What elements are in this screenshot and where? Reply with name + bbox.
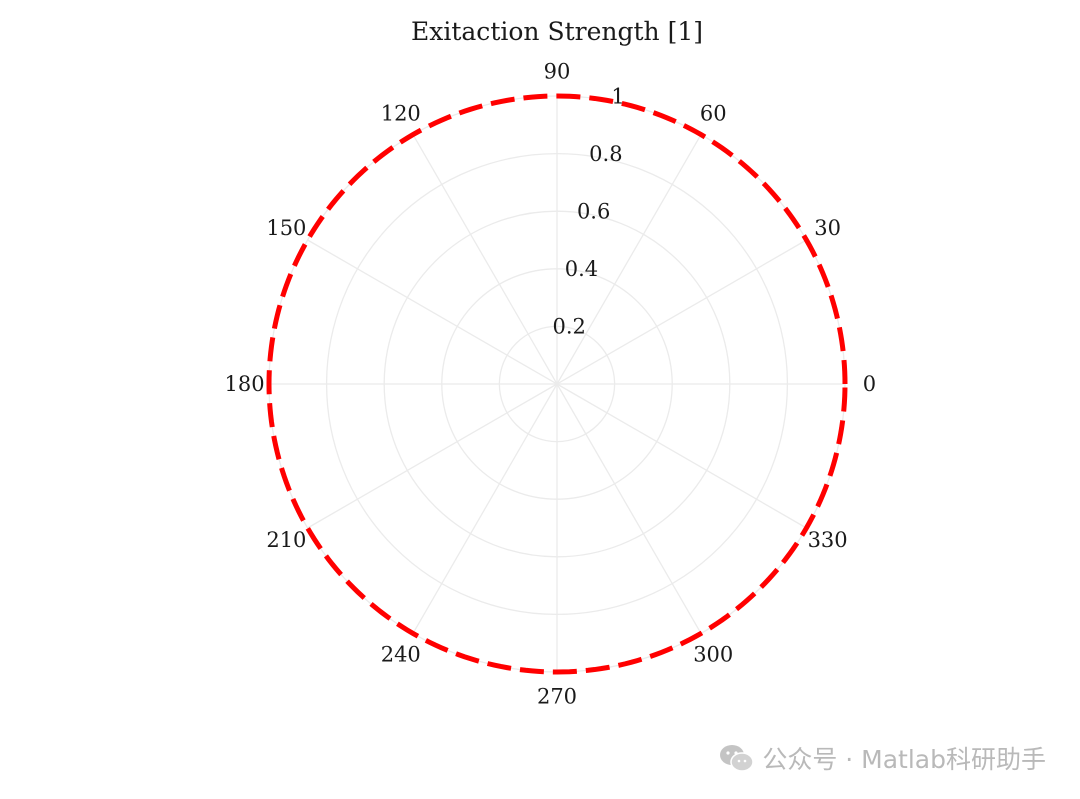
r-tick-labels: 0.2 0.4 0.6 0.8 1 <box>553 85 625 339</box>
theta-tick-label: 210 <box>266 528 306 552</box>
theta-tick-label: 300 <box>693 643 733 667</box>
series-0-line <box>266 93 848 675</box>
r-tick-label: 0.2 <box>553 315 586 339</box>
theta-grid-spoke <box>556 134 702 385</box>
theta-grid-spoke <box>412 383 558 634</box>
watermark: 公众号 · Matlab科研助手 <box>718 738 1046 778</box>
theta-grid-spoke <box>412 134 558 385</box>
theta-grid-spoke <box>307 383 558 529</box>
r-tick-label: 0.8 <box>589 142 622 166</box>
theta-tick-labels: 0 30 60 90 120 150 180 210 240 270 300 330 <box>224 60 876 709</box>
r-tick-label: 1 <box>611 85 624 109</box>
theta-tick-label: 240 <box>381 643 421 667</box>
chart-title: Exitaction Strength [1] <box>411 17 703 46</box>
theta-tick-label: 90 <box>544 60 571 84</box>
theta-tick-label: 330 <box>808 528 848 552</box>
theta-tick-label: 60 <box>700 101 727 125</box>
watermark-text: 公众号 · Matlab科研助手 <box>762 745 1046 774</box>
theta-grid-spoke <box>556 239 807 385</box>
series-layer <box>266 93 848 675</box>
theta-tick-label: 0 <box>863 372 876 396</box>
theta-tick-label: 120 <box>381 101 421 125</box>
theta-tick-label: 150 <box>266 216 306 240</box>
wechat-icon <box>720 745 755 772</box>
r-tick-label: 0.4 <box>565 257 598 281</box>
theta-grid-spoke <box>556 383 702 634</box>
theta-tick-label: 180 <box>224 372 264 396</box>
polar-grid <box>268 95 846 673</box>
theta-grid-spoke <box>307 239 558 385</box>
theta-tick-label: 270 <box>537 684 577 708</box>
theta-tick-label: 30 <box>814 216 841 240</box>
theta-grid-spoke <box>556 383 807 529</box>
r-tick-label: 0.6 <box>577 200 610 224</box>
